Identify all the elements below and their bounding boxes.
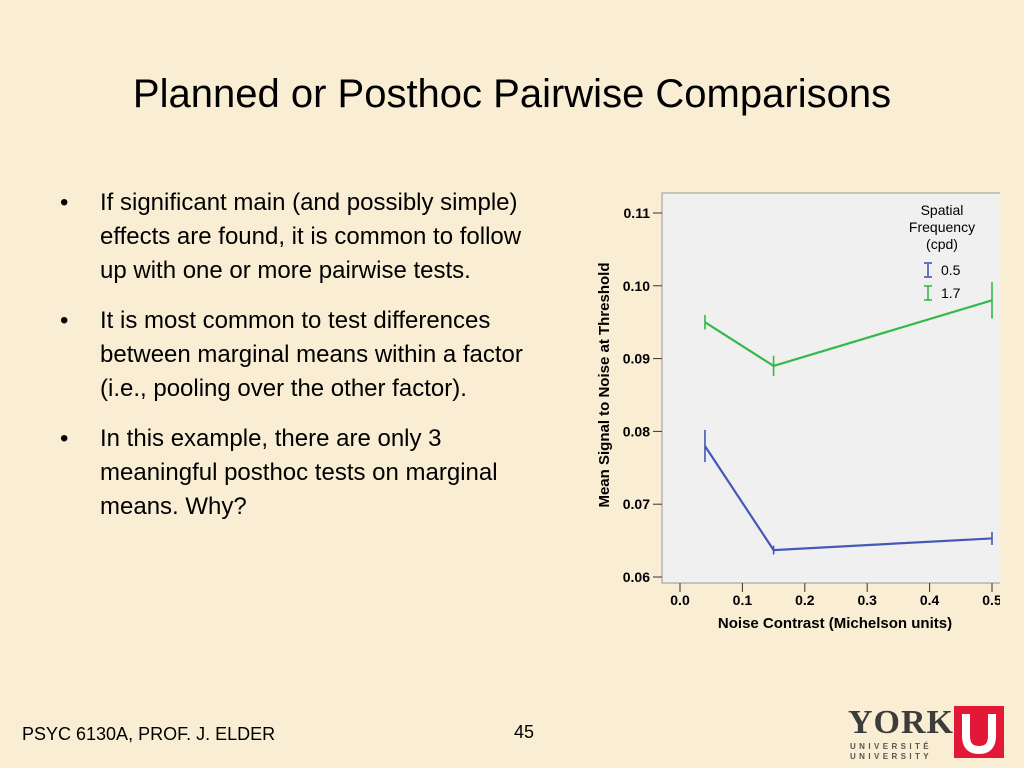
bullet-text: If significant main (and possibly simple…: [100, 189, 522, 284]
york-logo: YORK UNIVERSITÉ UNIVERSITY: [848, 704, 1006, 761]
legend-title: Spatial: [921, 202, 964, 218]
legend: Spatial Frequency (cpd) 0.5 1.7: [909, 202, 975, 301]
bullet-item: • If significant main (and possibly simp…: [58, 186, 548, 288]
x-tick-label: 0.1: [733, 592, 753, 608]
footer-course: PSYC 6130A, PROF. J. ELDER: [22, 724, 276, 744]
x-axis-label: Noise Contrast (Michelson units): [718, 615, 952, 632]
bullet-list: • If significant main (and possibly simp…: [58, 186, 548, 540]
y-axis: 0.06 0.07 0.08 0.09 0.10 0.11: [623, 205, 662, 585]
plot-area: [661, 192, 1000, 584]
logo-subtext: UNIVERSITY: [850, 752, 933, 761]
legend-entry: 1.7: [924, 285, 961, 301]
y-tick-label: 0.08: [623, 423, 650, 439]
slide-title: Planned or Posthoc Pairwise Comparisons: [132, 72, 892, 116]
logo-subtext: UNIVERSITÉ: [850, 742, 933, 751]
legend-title: Frequency: [909, 219, 975, 235]
x-axis: 0.0 0.1 0.2 0.3 0.4 0.5: [670, 583, 1000, 608]
legend-label: 1.7: [941, 285, 961, 301]
x-tick-label: 0.5: [982, 592, 1000, 608]
y-tick-label: 0.09: [623, 351, 650, 367]
logo-wordmark: YORK: [848, 704, 954, 741]
x-tick-label: 0.2: [795, 592, 815, 608]
y-tick-label: 0.06: [623, 569, 650, 585]
logo-u-icon: [962, 714, 996, 755]
series-layer: [704, 282, 993, 555]
bullet-dot: •: [60, 425, 69, 452]
y-tick-label: 0.11: [624, 205, 651, 221]
bullet-item: • It is most common to test differences …: [58, 304, 548, 406]
bullet-text: In this example, there are only 3 meanin…: [100, 425, 498, 520]
bullet-item: • In this example, there are only 3 mean…: [58, 422, 548, 524]
page-number: 45: [514, 722, 535, 742]
x-tick-label: 0.3: [857, 592, 877, 608]
logo-u-mark: [954, 706, 1004, 758]
legend-label: 0.5: [941, 262, 961, 278]
bullet-dot: •: [60, 307, 69, 334]
line-chart: 0.06 0.07 0.08 0.09 0.10 0.11 0.0 0.1 0.2 0.3 0.4…: [596, 192, 1000, 632]
legend-title: (cpd): [926, 236, 958, 252]
y-tick-label: 0.10: [623, 278, 650, 294]
legend-entry: 0.5: [924, 262, 961, 278]
bullet-text: It is most common to test differences be…: [100, 307, 523, 402]
x-tick-label: 0.4: [920, 592, 940, 608]
x-tick-label: 0.0: [670, 592, 690, 608]
y-tick-label: 0.07: [623, 496, 650, 512]
y-axis-label: Mean Signal to Noise at Threshold: [596, 262, 613, 507]
bullet-dot: •: [60, 189, 69, 216]
